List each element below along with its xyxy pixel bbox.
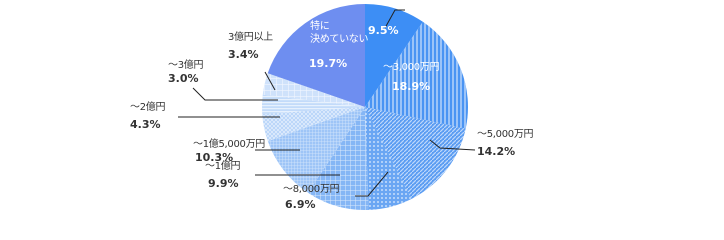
slice-label: 3億円以上 bbox=[228, 32, 273, 43]
slice-texture bbox=[365, 21, 468, 129]
chart: ～1,000万円 9.5% ～3,000万円 18.9% ～5,000万円 14.2% ～8… bbox=[130, 3, 534, 211]
leader-line bbox=[429, 139, 476, 151]
slice-label: ～2億円 bbox=[130, 102, 166, 113]
value-label: 3.4% bbox=[228, 48, 259, 61]
value-label: 14.2% bbox=[477, 145, 516, 158]
slice-label: ～3,000万円 bbox=[383, 62, 440, 73]
pie-canvas bbox=[178, 4, 476, 210]
value-label: 19.7% bbox=[309, 57, 348, 70]
slice-label: ～1,000万円 bbox=[425, 3, 482, 14]
slice-texture bbox=[262, 73, 365, 107]
pie-slice bbox=[365, 4, 423, 107]
pie-slice bbox=[267, 4, 365, 107]
value-label: 9.5% bbox=[368, 24, 399, 37]
slice-label: ～3億円 bbox=[168, 60, 204, 71]
leader-line bbox=[264, 71, 276, 91]
value-label: 6.9% bbox=[285, 198, 316, 211]
slice-label: ～1億5,000万円 bbox=[193, 139, 265, 150]
value-label: 10.3% bbox=[195, 151, 234, 164]
slice-texture bbox=[307, 107, 369, 210]
leader-line bbox=[355, 171, 389, 197]
slice-texture bbox=[261, 94, 365, 114]
leader-line bbox=[192, 87, 278, 101]
slice-texture bbox=[365, 107, 412, 210]
slice-texture bbox=[365, 107, 466, 199]
value-label: 4.3% bbox=[130, 118, 161, 131]
value-label: 3.0% bbox=[168, 72, 199, 85]
slice-label: ～5,000万円 bbox=[477, 129, 534, 140]
slice-texture bbox=[267, 107, 365, 193]
value-label: 9.9% bbox=[208, 177, 239, 190]
slice-label: 特に 決めていない bbox=[310, 21, 369, 45]
leader-line bbox=[384, 9, 405, 29]
slice-label: ～8,000万円 bbox=[283, 184, 340, 195]
value-label: 18.9% bbox=[392, 80, 431, 93]
slice-label: ～1億円 bbox=[205, 161, 241, 172]
slice-texture bbox=[262, 107, 365, 142]
